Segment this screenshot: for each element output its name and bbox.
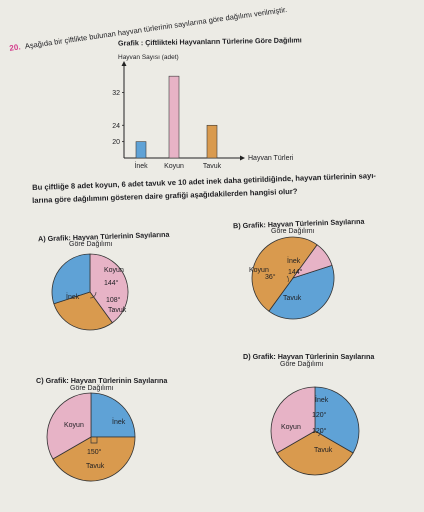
pie-slice xyxy=(291,244,333,279)
option-a-subtitle: Göre Dağılımı xyxy=(69,241,113,248)
pie-slice xyxy=(251,236,318,312)
pie-chart-b xyxy=(251,236,335,320)
option-d-inek-angle: 120° xyxy=(312,412,327,419)
pie-slice xyxy=(268,264,335,320)
option-a-tavuk-label: Tavuk xyxy=(108,307,127,314)
option-d-koyun-label: Koyun xyxy=(281,424,301,431)
angle-arc xyxy=(89,291,97,299)
option-a-koyun-label: Koyun xyxy=(104,267,124,274)
pie-slice xyxy=(89,253,129,324)
y-tick-label: 20 xyxy=(112,139,120,146)
y-tick-label: 24 xyxy=(112,123,120,130)
option-a-tavuk-angle: 108° xyxy=(106,297,121,304)
option-c-tavuk-label: Tavuk xyxy=(86,463,105,470)
x-axis-arrow xyxy=(240,155,245,161)
pie-chart-a xyxy=(51,253,129,331)
pie-slice xyxy=(51,253,91,305)
bar xyxy=(168,75,180,159)
option-b-koyun-angle: 36° xyxy=(265,274,276,281)
bar xyxy=(206,124,218,159)
option-b-subtitle: Göre Dağılımı xyxy=(271,228,315,235)
pie-chart-c xyxy=(46,392,136,482)
bar-chart-ylabel: Hayvan Sayısı (adet) xyxy=(118,54,179,61)
bar-category-label: Tavuk xyxy=(203,163,222,170)
y-axis-arrow xyxy=(121,61,127,66)
bar-category-label: İnek xyxy=(134,161,148,170)
option-c-subtitle: Göre Dağılımı xyxy=(70,385,114,392)
option-d-inek-label: İnek xyxy=(315,397,329,404)
option-a-koyun-angle: 144° xyxy=(104,280,119,287)
option-d-title: D) Grafik: Hayvan Türlerinin Sayılarına xyxy=(243,352,375,361)
pie-chart-d xyxy=(270,386,360,476)
option-b-inek-label: İnek xyxy=(287,258,301,265)
pie-slice xyxy=(276,430,354,476)
right-angle-marker xyxy=(90,437,98,444)
pie-slice xyxy=(314,386,360,454)
option-c-inek-label: İnek xyxy=(112,419,126,426)
y-tick-label: 32 xyxy=(112,90,120,97)
bar-category-label: Koyun xyxy=(164,163,184,170)
pie-slice xyxy=(90,392,136,438)
option-d-tavuk-angle: 120° xyxy=(312,428,327,435)
option-c-koyun-label: Koyun xyxy=(64,422,84,429)
option-d-subtitle: Göre Dağılımı xyxy=(280,361,324,368)
pie-slice xyxy=(53,291,113,331)
option-d-tavuk-label: Tavuk xyxy=(314,447,333,454)
pie-slice xyxy=(46,392,92,460)
option-c-title: C) Grafik: Hayvan Türlerinin Sayılarına xyxy=(36,376,168,385)
pie-slice xyxy=(52,436,136,482)
option-c-tavuk-angle: 150° xyxy=(87,449,102,456)
pie-slice xyxy=(270,386,316,454)
option-b-tavuk-label: Tavuk xyxy=(283,295,302,302)
option-b-koyun-label: Koyun xyxy=(249,267,269,274)
option-b-inek-angle: 144° xyxy=(288,269,303,276)
option-a-inek-label: İnek xyxy=(66,294,80,301)
angle-arc xyxy=(286,275,289,283)
bar xyxy=(135,141,147,159)
angle-arc xyxy=(317,430,322,437)
bar-chart-xlabel: Hayvan Türleri xyxy=(248,155,294,162)
